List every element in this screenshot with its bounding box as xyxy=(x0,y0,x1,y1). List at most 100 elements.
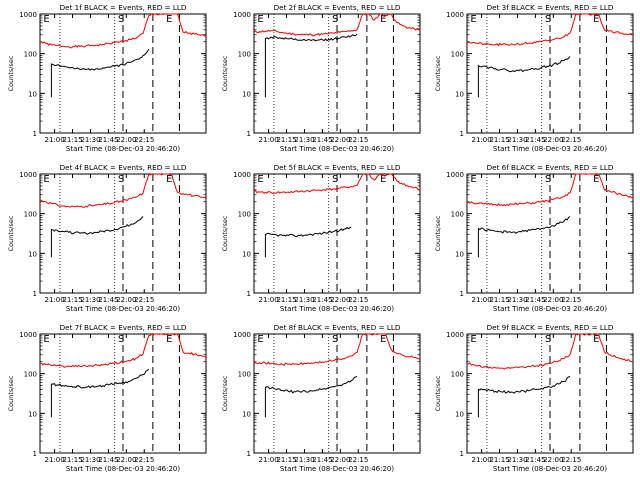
x-tick-label: 21:45 xyxy=(98,456,118,464)
x-tick-label: 22:15 xyxy=(134,296,154,304)
event-marker-label: E xyxy=(257,334,263,345)
black-series-line xyxy=(264,376,358,418)
y-axis-label: Counts/sec xyxy=(7,55,15,91)
x-tick-label: 22:15 xyxy=(348,136,368,144)
x-tick-label: 22:00 xyxy=(116,296,136,304)
plot-title: Det 2f BLACK = Events, RED = LLD xyxy=(274,3,401,12)
event-marker-label: S xyxy=(332,334,338,345)
event-marker-label: E xyxy=(43,14,49,25)
y-tick-label: 10 xyxy=(242,250,251,258)
red-series-line xyxy=(466,13,634,47)
x-tick-label: 21:30 xyxy=(80,296,100,304)
x-tick-label: 22:00 xyxy=(330,136,350,144)
x-tick-label: 21:30 xyxy=(294,296,314,304)
y-tick-label: 100 xyxy=(451,371,464,379)
event-marker-label: E xyxy=(593,174,599,185)
event-marker-label: E xyxy=(470,174,476,185)
event-marker-label: E xyxy=(257,14,263,25)
y-tick-label: 1000 xyxy=(19,171,37,179)
x-tick-label: 22:15 xyxy=(134,456,154,464)
y-tick-label: 10 xyxy=(242,410,251,418)
x-tick-label: 21:00 xyxy=(472,456,492,464)
event-marker-label: S xyxy=(118,14,124,25)
red-series-line xyxy=(253,13,421,37)
y-tick-label: 1 xyxy=(247,290,251,298)
y-tick-label: 1000 xyxy=(233,11,251,19)
x-tick-label: 21:15 xyxy=(276,136,296,144)
x-axis-label: Start Time (08-Dec-03 20:46:20) xyxy=(280,465,394,473)
x-tick-label: 21:15 xyxy=(276,456,296,464)
x-tick-label: 21:45 xyxy=(98,136,118,144)
x-axis-label: Start Time (08-Dec-03 20:46:20) xyxy=(66,145,180,153)
x-tick-label: 22:15 xyxy=(348,296,368,304)
event-marker-label: E xyxy=(257,174,263,185)
black-series-line xyxy=(477,216,571,258)
x-tick-label: 22:15 xyxy=(561,456,581,464)
event-marker-label: E xyxy=(470,334,476,345)
y-tick-label: 1 xyxy=(33,290,37,298)
event-marker-label: E xyxy=(380,334,386,345)
detector-plot-9: Det 9f BLACK = Events, RED = LLD E S E 1 10 10… xyxy=(434,323,634,473)
y-tick-label: 10 xyxy=(455,410,464,418)
y-tick-label: 10 xyxy=(28,410,37,418)
plot-title: Det 9f BLACK = Events, RED = LLD xyxy=(487,323,614,332)
x-tick-label: 21:00 xyxy=(472,296,492,304)
event-marker-label: E xyxy=(593,14,599,25)
y-tick-label: 10 xyxy=(455,250,464,258)
x-tick-label: 21:30 xyxy=(80,456,100,464)
x-tick-label: 21:00 xyxy=(472,136,492,144)
x-tick-label: 22:00 xyxy=(116,456,136,464)
y-tick-label: 1 xyxy=(33,130,37,138)
x-tick-label: 21:00 xyxy=(259,456,279,464)
y-axis-label: Counts/sec xyxy=(7,375,15,411)
black-series-line xyxy=(264,33,358,98)
y-axis-label: Counts/sec xyxy=(434,55,442,91)
y-tick-label: 10 xyxy=(242,90,251,98)
x-tick-label: 21:00 xyxy=(259,296,279,304)
plot-title: Det 3f BLACK = Events, RED = LLD xyxy=(487,3,614,12)
x-axis-label: Start Time (08-Dec-03 20:46:20) xyxy=(493,305,607,313)
black-series-line xyxy=(477,56,571,98)
red-series-line xyxy=(253,333,421,367)
y-axis-label: Counts/sec xyxy=(434,375,442,411)
y-tick-label: 100 xyxy=(451,51,464,59)
y-axis-label: Counts/sec xyxy=(221,375,229,411)
detector-plot-8: Det 8f BLACK = Events, RED = LLD E S E 1 10 10… xyxy=(221,323,421,473)
y-axis-label: Counts/sec xyxy=(221,55,229,91)
y-tick-label: 10 xyxy=(28,90,37,98)
detector-plot-3: Det 3f BLACK = Events, RED = LLD E S E 1 10 10… xyxy=(434,3,634,153)
x-axis-label: Start Time (08-Dec-03 20:46:20) xyxy=(66,465,180,473)
y-axis-label: Counts/sec xyxy=(434,215,442,251)
y-axis-label: Counts/sec xyxy=(7,215,15,251)
detector-plot-7: Det 7f BLACK = Events, RED = LLD E S E 1 10 10… xyxy=(7,323,207,473)
x-tick-label: 21:30 xyxy=(507,456,527,464)
y-tick-label: 100 xyxy=(238,371,251,379)
event-marker-label: E xyxy=(166,334,172,345)
x-tick-label: 21:45 xyxy=(525,136,545,144)
y-tick-label: 100 xyxy=(24,211,37,219)
y-tick-label: 1 xyxy=(460,290,464,298)
x-axis-label: Start Time (08-Dec-03 20:46:20) xyxy=(493,145,607,153)
event-marker-label: E xyxy=(166,14,172,25)
y-axis-label: Counts/sec xyxy=(221,215,229,251)
x-tick-label: 21:30 xyxy=(507,136,527,144)
event-marker-label: S xyxy=(118,334,124,345)
x-tick-label: 22:00 xyxy=(330,296,350,304)
plot-title: Det 4f BLACK = Events, RED = LLD xyxy=(60,163,187,172)
x-tick-label: 21:15 xyxy=(62,136,82,144)
x-tick-label: 21:30 xyxy=(80,136,100,144)
black-series-line xyxy=(50,48,150,98)
x-tick-label: 22:15 xyxy=(348,456,368,464)
detector-plot-2: Det 2f BLACK = Events, RED = LLD E S E 1 10 10… xyxy=(221,3,421,153)
y-tick-label: 1 xyxy=(247,130,251,138)
y-tick-label: 1 xyxy=(460,450,464,458)
x-tick-label: 21:30 xyxy=(294,136,314,144)
y-tick-label: 10 xyxy=(455,90,464,98)
y-tick-label: 10 xyxy=(28,250,37,258)
x-tick-label: 21:15 xyxy=(489,456,509,464)
y-tick-label: 1 xyxy=(460,130,464,138)
event-marker-label: E xyxy=(380,174,386,185)
plot-title: Det 7f BLACK = Events, RED = LLD xyxy=(60,323,187,332)
y-tick-label: 1000 xyxy=(233,171,251,179)
